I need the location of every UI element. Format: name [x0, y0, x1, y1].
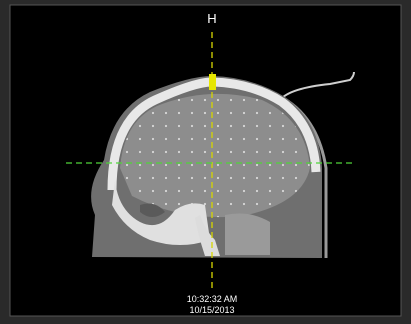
orientation-label: H	[207, 11, 216, 26]
brain-grid	[120, 94, 310, 217]
page: H 10:32:32 AM 10/15/2013 (() => { const …	[0, 0, 411, 319]
neck	[225, 214, 270, 255]
viewer: H 10:32:32 AM 10/15/2013	[0, 0, 411, 319]
reference-marker	[209, 74, 216, 90]
time-stamp: 10:32:32 AM	[187, 294, 238, 304]
date-stamp: 10/15/2013	[189, 305, 234, 315]
